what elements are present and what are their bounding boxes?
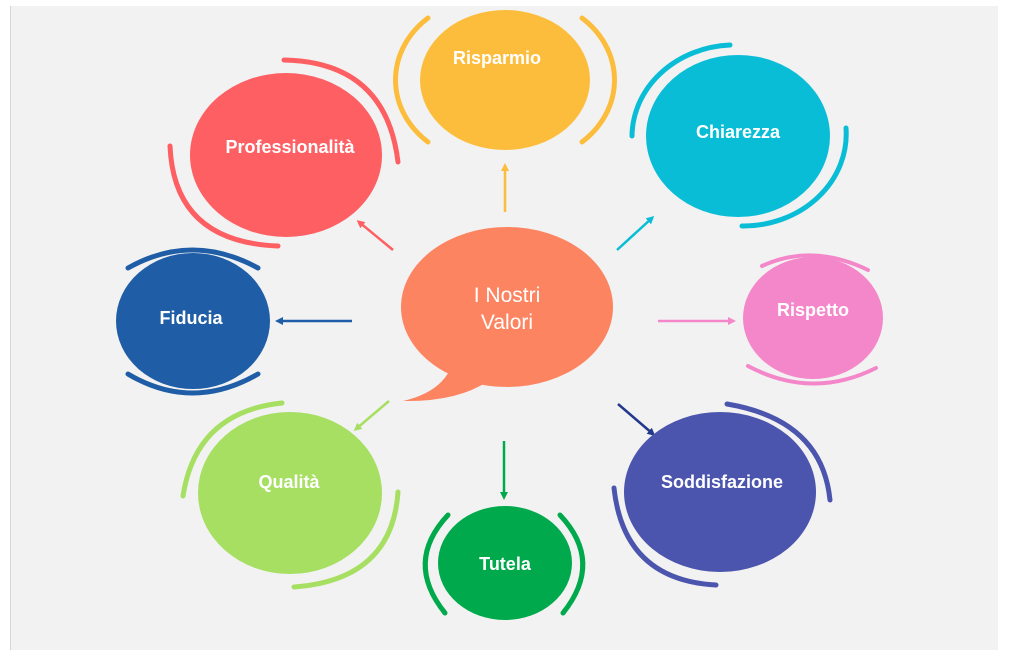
rispetto-arc-bottom	[746, 364, 878, 386]
rispetto-arc-top	[760, 253, 870, 272]
chiarezza-arc-bottom	[739, 125, 849, 229]
center-label-line2: Valori	[481, 311, 533, 334]
chiarezza-arc-top	[629, 42, 733, 139]
value-node-fiducia: Fiducia	[116, 247, 270, 396]
tutela-arc-left	[422, 512, 451, 616]
tutela-circle	[438, 506, 572, 620]
risparmio-arc-left	[393, 15, 431, 145]
center-bubble: I Nostri Valori	[401, 227, 613, 402]
chiarezza-circle	[646, 55, 830, 217]
professionalita-arc-right	[281, 57, 401, 165]
fiducia-arc-bottom	[125, 371, 261, 396]
rispetto-label: Rispetto	[777, 300, 849, 320]
arrow-chiarezza	[616, 215, 655, 251]
tutela-arc-right	[557, 512, 586, 616]
value-node-qualita: Qualità	[180, 400, 401, 590]
risparmio-arc-right	[579, 15, 617, 145]
value-node-soddisfazione: Soddisfazione	[611, 401, 833, 588]
risparmio-circle	[420, 10, 590, 150]
qualita-circle	[198, 412, 382, 574]
risparmio-label: Risparmio	[453, 48, 541, 68]
soddisfazione-arc-right	[724, 401, 833, 503]
center-bubble-tail	[403, 365, 490, 402]
fiducia-circle	[116, 253, 270, 389]
value-node-chiarezza: Chiarezza	[629, 42, 849, 229]
value-node-risparmio: Risparmio	[393, 10, 617, 150]
fiducia-arc-top	[125, 247, 261, 271]
arrow-soddisfazione	[617, 403, 656, 436]
professionalita-label: Professionalità	[225, 137, 355, 157]
chiarezza-label: Chiarezza	[696, 122, 781, 142]
tutela-label: Tutela	[479, 554, 532, 574]
qualita-arc-left	[180, 400, 285, 499]
soddisfazione-circle	[624, 412, 816, 572]
rispetto-circle	[743, 257, 883, 379]
soddisfazione-label: Soddisfazione	[661, 472, 783, 492]
arrow-professionalita	[356, 220, 394, 251]
value-node-tutela: Tutela	[422, 506, 586, 620]
professionalita-arc-left	[167, 143, 281, 249]
soddisfazione-arc-left	[611, 485, 719, 588]
arrows	[275, 163, 736, 500]
value-node-rispetto: Rispetto	[743, 253, 883, 386]
arrow-qualita	[353, 400, 390, 431]
value-node-professionalita: Professionalità	[167, 57, 401, 249]
fiducia-label: Fiducia	[159, 308, 223, 328]
qualita-label: Qualità	[258, 472, 320, 492]
qualita-arc-right	[291, 489, 401, 590]
center-label-line1: I Nostri	[474, 284, 541, 307]
professionalita-circle	[190, 73, 382, 237]
center-bubble-body	[401, 227, 613, 387]
